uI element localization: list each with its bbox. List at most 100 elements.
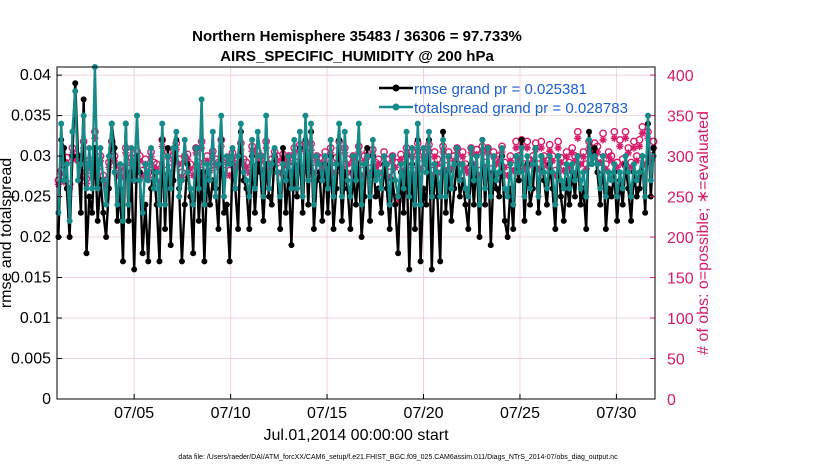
- totalspread-point: [237, 120, 244, 127]
- totalspread-point: [305, 177, 312, 184]
- y-tick-left-label: 0.02: [20, 229, 51, 246]
- obs-evaluated-marker: [543, 162, 551, 170]
- totalspread-point: [524, 153, 531, 160]
- totalspread-point: [552, 201, 559, 208]
- totalspread-point: [204, 161, 211, 168]
- totalspread-point: [111, 169, 118, 176]
- totalspread-point: [218, 112, 225, 119]
- legend-spread-marker: [392, 103, 400, 111]
- rmse-point: [195, 217, 202, 224]
- rmse-point: [392, 201, 399, 208]
- rmse-point: [515, 177, 522, 184]
- rmse-point: [246, 225, 253, 232]
- rmse-point: [552, 225, 559, 232]
- totalspread-point: [291, 136, 298, 143]
- totalspread-point: [209, 128, 216, 135]
- totalspread-point: [560, 185, 567, 192]
- obs-evaluated-marker: [571, 157, 579, 165]
- obs-evaluated-marker: [394, 197, 402, 206]
- totalspread-point: [633, 177, 640, 184]
- obs-evaluated-marker: [175, 160, 183, 168]
- y-tick-left-label: 0: [42, 391, 51, 408]
- totalspread-point: [549, 169, 556, 176]
- y-tick-right-label: 350: [667, 109, 694, 126]
- rmse-point: [86, 193, 93, 200]
- rmse-point: [372, 193, 379, 200]
- rmse-point: [280, 144, 287, 151]
- obs-evaluated-marker: [577, 160, 585, 168]
- totalspread-point: [263, 112, 270, 119]
- totalspread-point: [510, 201, 517, 208]
- rmse-point: [501, 217, 508, 224]
- totalspread-point: [400, 185, 407, 192]
- x-tick-label: 07/05: [114, 405, 154, 422]
- totalspread-point: [423, 169, 430, 176]
- totalspread-point: [72, 88, 79, 95]
- totalspread-point: [131, 177, 138, 184]
- totalspread-point: [557, 177, 564, 184]
- totalspread-point: [201, 201, 208, 208]
- obs-possible-marker: [599, 129, 607, 138]
- legend-rmse-label: rmse grand pr = 0.025381: [414, 81, 587, 98]
- obs-evaluated-marker: [391, 163, 399, 172]
- totalspread-point: [251, 185, 258, 192]
- totalspread-point: [302, 112, 309, 119]
- totalspread-point: [240, 169, 247, 176]
- obs-evaluated-marker: [515, 157, 523, 165]
- rmse-point: [411, 225, 418, 232]
- plot-frame: [56, 66, 656, 400]
- totalspread-point: [608, 177, 615, 184]
- totalspread-point: [243, 177, 250, 184]
- totalspread-point: [428, 193, 435, 200]
- rmse-point: [608, 193, 615, 200]
- totalspread-point: [465, 193, 472, 200]
- totalspread-point: [288, 185, 295, 192]
- totalspread-point: [336, 120, 343, 127]
- rmse-point: [164, 144, 171, 151]
- rmse-point: [406, 266, 413, 273]
- rmse-point: [378, 209, 385, 216]
- obs-possible-marker: [649, 137, 658, 146]
- totalspread-point: [344, 177, 351, 184]
- obs-evaluated-marker: [638, 129, 646, 137]
- obs-evaluated-marker: [186, 165, 194, 173]
- y-tick-left-label: 0.035: [11, 108, 51, 125]
- footer-data-file: data file: /Users/raeder/DAI/ATM_forcXX/…: [178, 454, 618, 461]
- totalspread-point: [527, 185, 534, 192]
- axis-ticks: 0 0.005 0.01 0.015 0.02 0.025 0.03 0.035 0.04 0 50…: [11, 67, 694, 422]
- totalspread-point: [409, 144, 416, 151]
- totalspread-point: [372, 177, 379, 184]
- totalspread-point: [260, 193, 267, 200]
- totalspread-point: [454, 144, 461, 151]
- rmse-point: [89, 209, 96, 216]
- obs-evaluated-marker: [504, 171, 512, 180]
- rmse-point: [448, 217, 455, 224]
- rmse-point: [324, 209, 331, 216]
- rmse-point: [619, 201, 626, 208]
- legend-spread-label: totalspread grand pr = 0.028783: [414, 100, 628, 117]
- obs-evaluated-marker: [374, 160, 383, 168]
- obs-evaluated-marker: [633, 157, 641, 165]
- totalspread-point: [431, 161, 438, 168]
- obs-evaluated-marker: [139, 171, 147, 180]
- totalspread-point: [605, 169, 612, 176]
- y-tick-right-label: 300: [667, 149, 694, 166]
- obs-evaluated-marker: [582, 165, 590, 173]
- totalspread-point: [389, 153, 396, 160]
- obs-evaluated-marker: [318, 165, 326, 173]
- totalspread-point: [139, 209, 146, 216]
- totalspread-point: [403, 128, 410, 135]
- rmse-point: [190, 250, 197, 257]
- totalspread-point: [546, 153, 553, 160]
- obs-evaluated-marker: [621, 134, 630, 142]
- totalspread-point: [308, 120, 315, 127]
- rmse-point: [510, 225, 517, 232]
- rmse-point: [487, 242, 494, 249]
- rmse-point: [167, 242, 174, 249]
- x-tick-label: 07/25: [500, 405, 540, 422]
- totalspread-point: [414, 120, 421, 127]
- rmse-point: [131, 266, 138, 273]
- totalspread-point: [532, 144, 539, 151]
- left-y-axis-label: rmse and totalspread: [0, 158, 15, 308]
